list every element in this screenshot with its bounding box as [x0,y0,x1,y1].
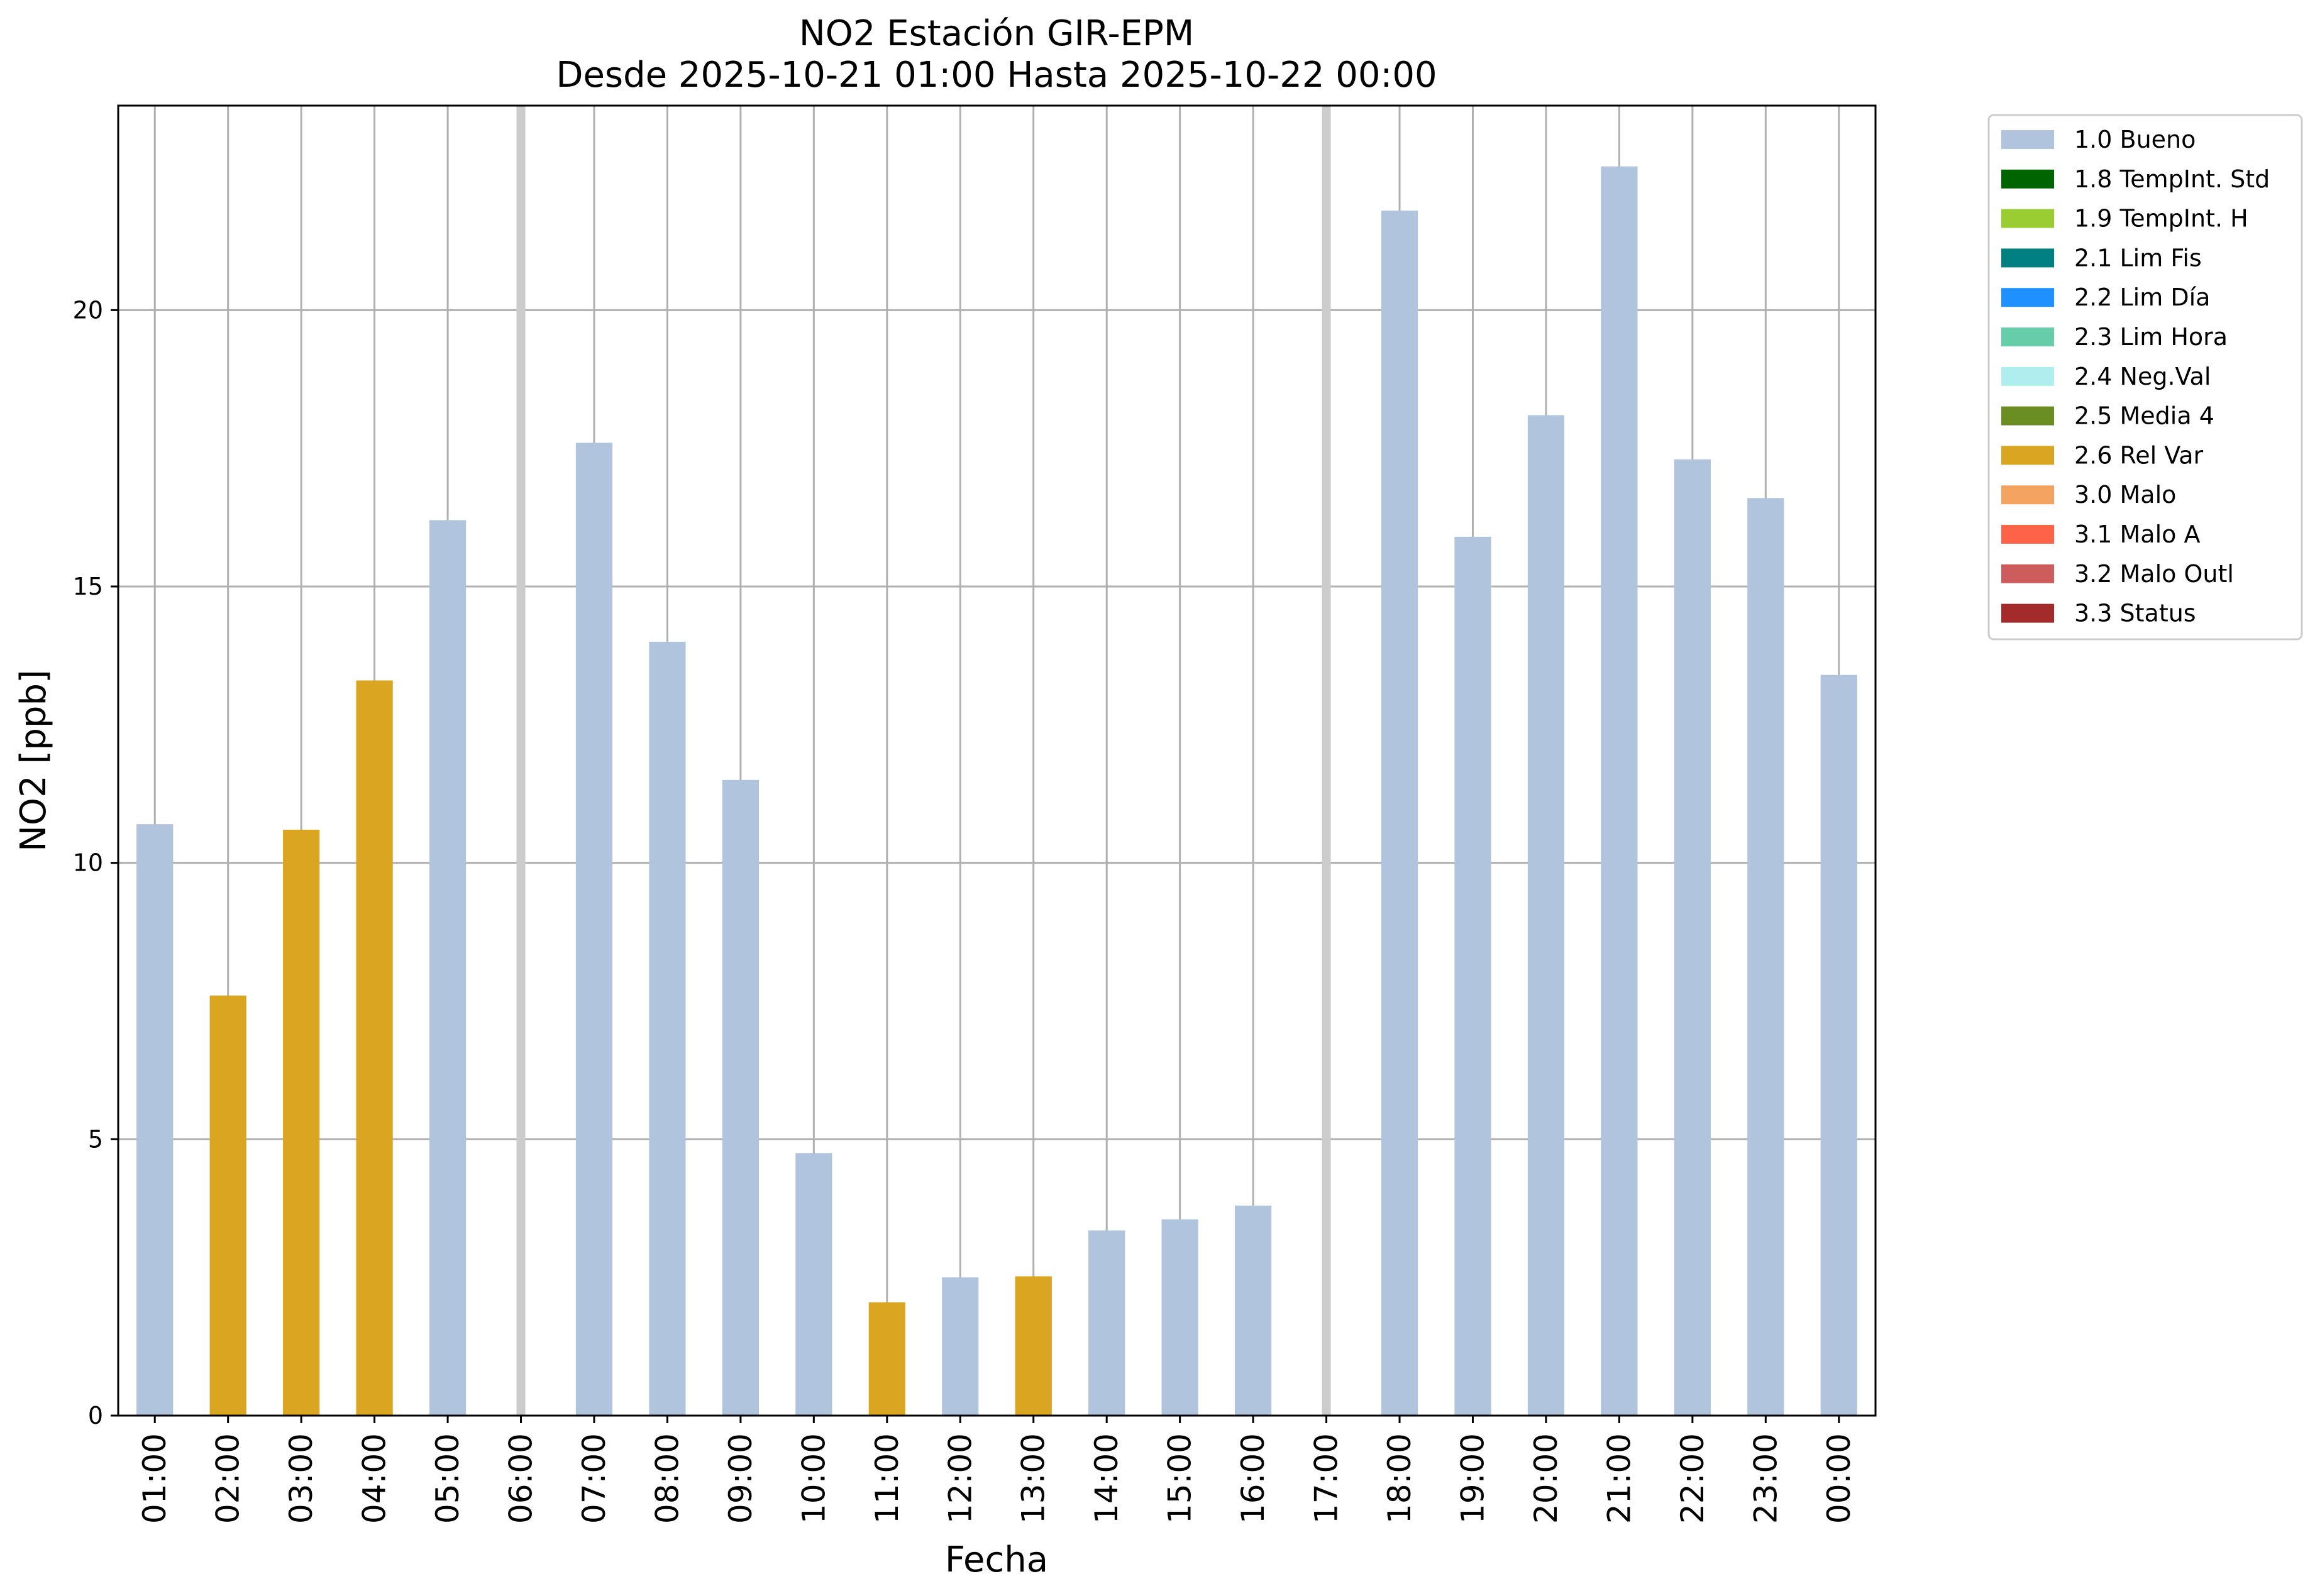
legend-swatch [2001,446,2054,465]
legend-entry: 3.3 Status [2074,600,2196,627]
legend-swatch [2001,169,2054,189]
legend-swatch [2001,406,2054,426]
legend-swatch [2001,248,2054,268]
missing-value-marker [516,106,526,1416]
bar [1454,536,1491,1416]
y-tick-label: 10 [73,849,103,877]
bar [1015,1276,1052,1416]
legend-swatch [2001,209,2054,228]
bar [1601,166,1638,1416]
x-tick-label: 12:00 [942,1433,978,1524]
bar [1674,459,1711,1416]
x-tick-label: 02:00 [210,1433,246,1524]
bar [1088,1230,1125,1416]
x-axis-label: Fecha [945,1539,1048,1580]
legend-swatch [2001,485,2054,505]
legend-entry: 1.8 TempInt. Std [2074,165,2270,193]
legend-entry: 2.2 Lim Día [2074,283,2210,311]
legend-entry: 2.1 Lim Fis [2074,244,2202,272]
legend-swatch [2001,603,2054,623]
legend-entry: 2.4 Neg.Val [2074,363,2211,390]
bar [429,520,467,1416]
legend-entry: 2.3 Lim Hora [2074,323,2228,351]
bar [722,779,760,1416]
legend-entry: 1.0 Bueno [2074,126,2196,153]
bar [649,641,686,1416]
legend-swatch [2001,130,2054,149]
bars-layer [136,106,1857,1416]
x-tick-label: 08:00 [649,1433,685,1524]
x-tick-label: 17:00 [1308,1433,1345,1524]
x-tick-label: 15:00 [1162,1433,1198,1524]
x-axis: 01:00 02:00 03:00 04:00 05:00 06:00 07:00 08:00… [136,1416,1857,1524]
y-tick-label: 15 [73,573,103,600]
legend-entry: 1.9 TempInt. H [2074,205,2248,233]
bar [356,680,393,1416]
y-tick-label: 20 [73,296,103,324]
plot-frame [117,104,1877,1417]
bar [1527,415,1565,1416]
chart-subtitle: Desde 2025-10-21 01:00 Hasta 2025-10-22 … [556,55,1437,96]
x-tick-label: 23:00 [1747,1433,1784,1524]
bar [1161,1219,1198,1416]
legend-entry: 2.5 Media 4 [2074,402,2214,430]
legend-entry: 3.0 Malo [2074,481,2176,509]
x-tick-label: 06:00 [503,1433,539,1524]
chart-title: NO2 Estación GIR-EPM [799,13,1194,54]
x-tick-label: 00:00 [1821,1433,1857,1524]
legend-swatch [2001,288,2054,307]
bar [868,1302,905,1416]
legend-entry: 3.1 Malo A [2074,520,2200,548]
x-tick-label: 04:00 [356,1433,393,1524]
legend: 1.0 Bueno 1.8 TempInt. Std 1.9 TempInt. H 2… [1987,114,2303,641]
x-tick-label: 14:00 [1088,1433,1125,1524]
legend-swatch [2001,564,2054,583]
x-tick-label: 01:00 [136,1433,173,1524]
bar [942,1277,979,1416]
x-tick-label: 19:00 [1454,1433,1491,1524]
legend-entry: 2.6 Rel Var [2074,441,2204,469]
x-tick-label: 16:00 [1235,1433,1271,1524]
y-axis-label: NO2 [ppb] [13,669,54,852]
legend-swatch [2001,525,2054,544]
bar [575,443,613,1416]
bar [209,995,246,1416]
x-tick-label: 22:00 [1674,1433,1711,1524]
bar [283,829,320,1416]
x-tick-label: 05:00 [429,1433,466,1524]
bar [795,1153,832,1416]
y-tick-label: 0 [88,1402,103,1429]
bar [1234,1205,1272,1416]
x-tick-label: 03:00 [283,1433,319,1524]
bar [1820,674,1857,1416]
x-tick-label: 09:00 [722,1433,759,1524]
bar [136,824,174,1416]
x-tick-label: 13:00 [1015,1433,1052,1524]
x-tick-label: 20:00 [1528,1433,1564,1524]
missing-value-marker [1322,106,1331,1416]
y-tick-label: 5 [88,1125,103,1153]
x-tick-label: 18:00 [1381,1433,1418,1524]
x-tick-label: 21:00 [1601,1433,1637,1524]
x-tick-label: 07:00 [576,1433,612,1524]
x-tick-label: 11:00 [869,1433,905,1524]
bar [1381,211,1418,1416]
legend-entry: 3.2 Malo Outl [2074,560,2234,588]
legend-box [1987,114,2303,641]
legend-swatch [2001,366,2054,386]
bar [1747,498,1784,1416]
y-axis: 0 5 10 15 20 [73,296,118,1429]
legend-swatch [2001,327,2054,346]
x-tick-label: 10:00 [795,1433,832,1524]
